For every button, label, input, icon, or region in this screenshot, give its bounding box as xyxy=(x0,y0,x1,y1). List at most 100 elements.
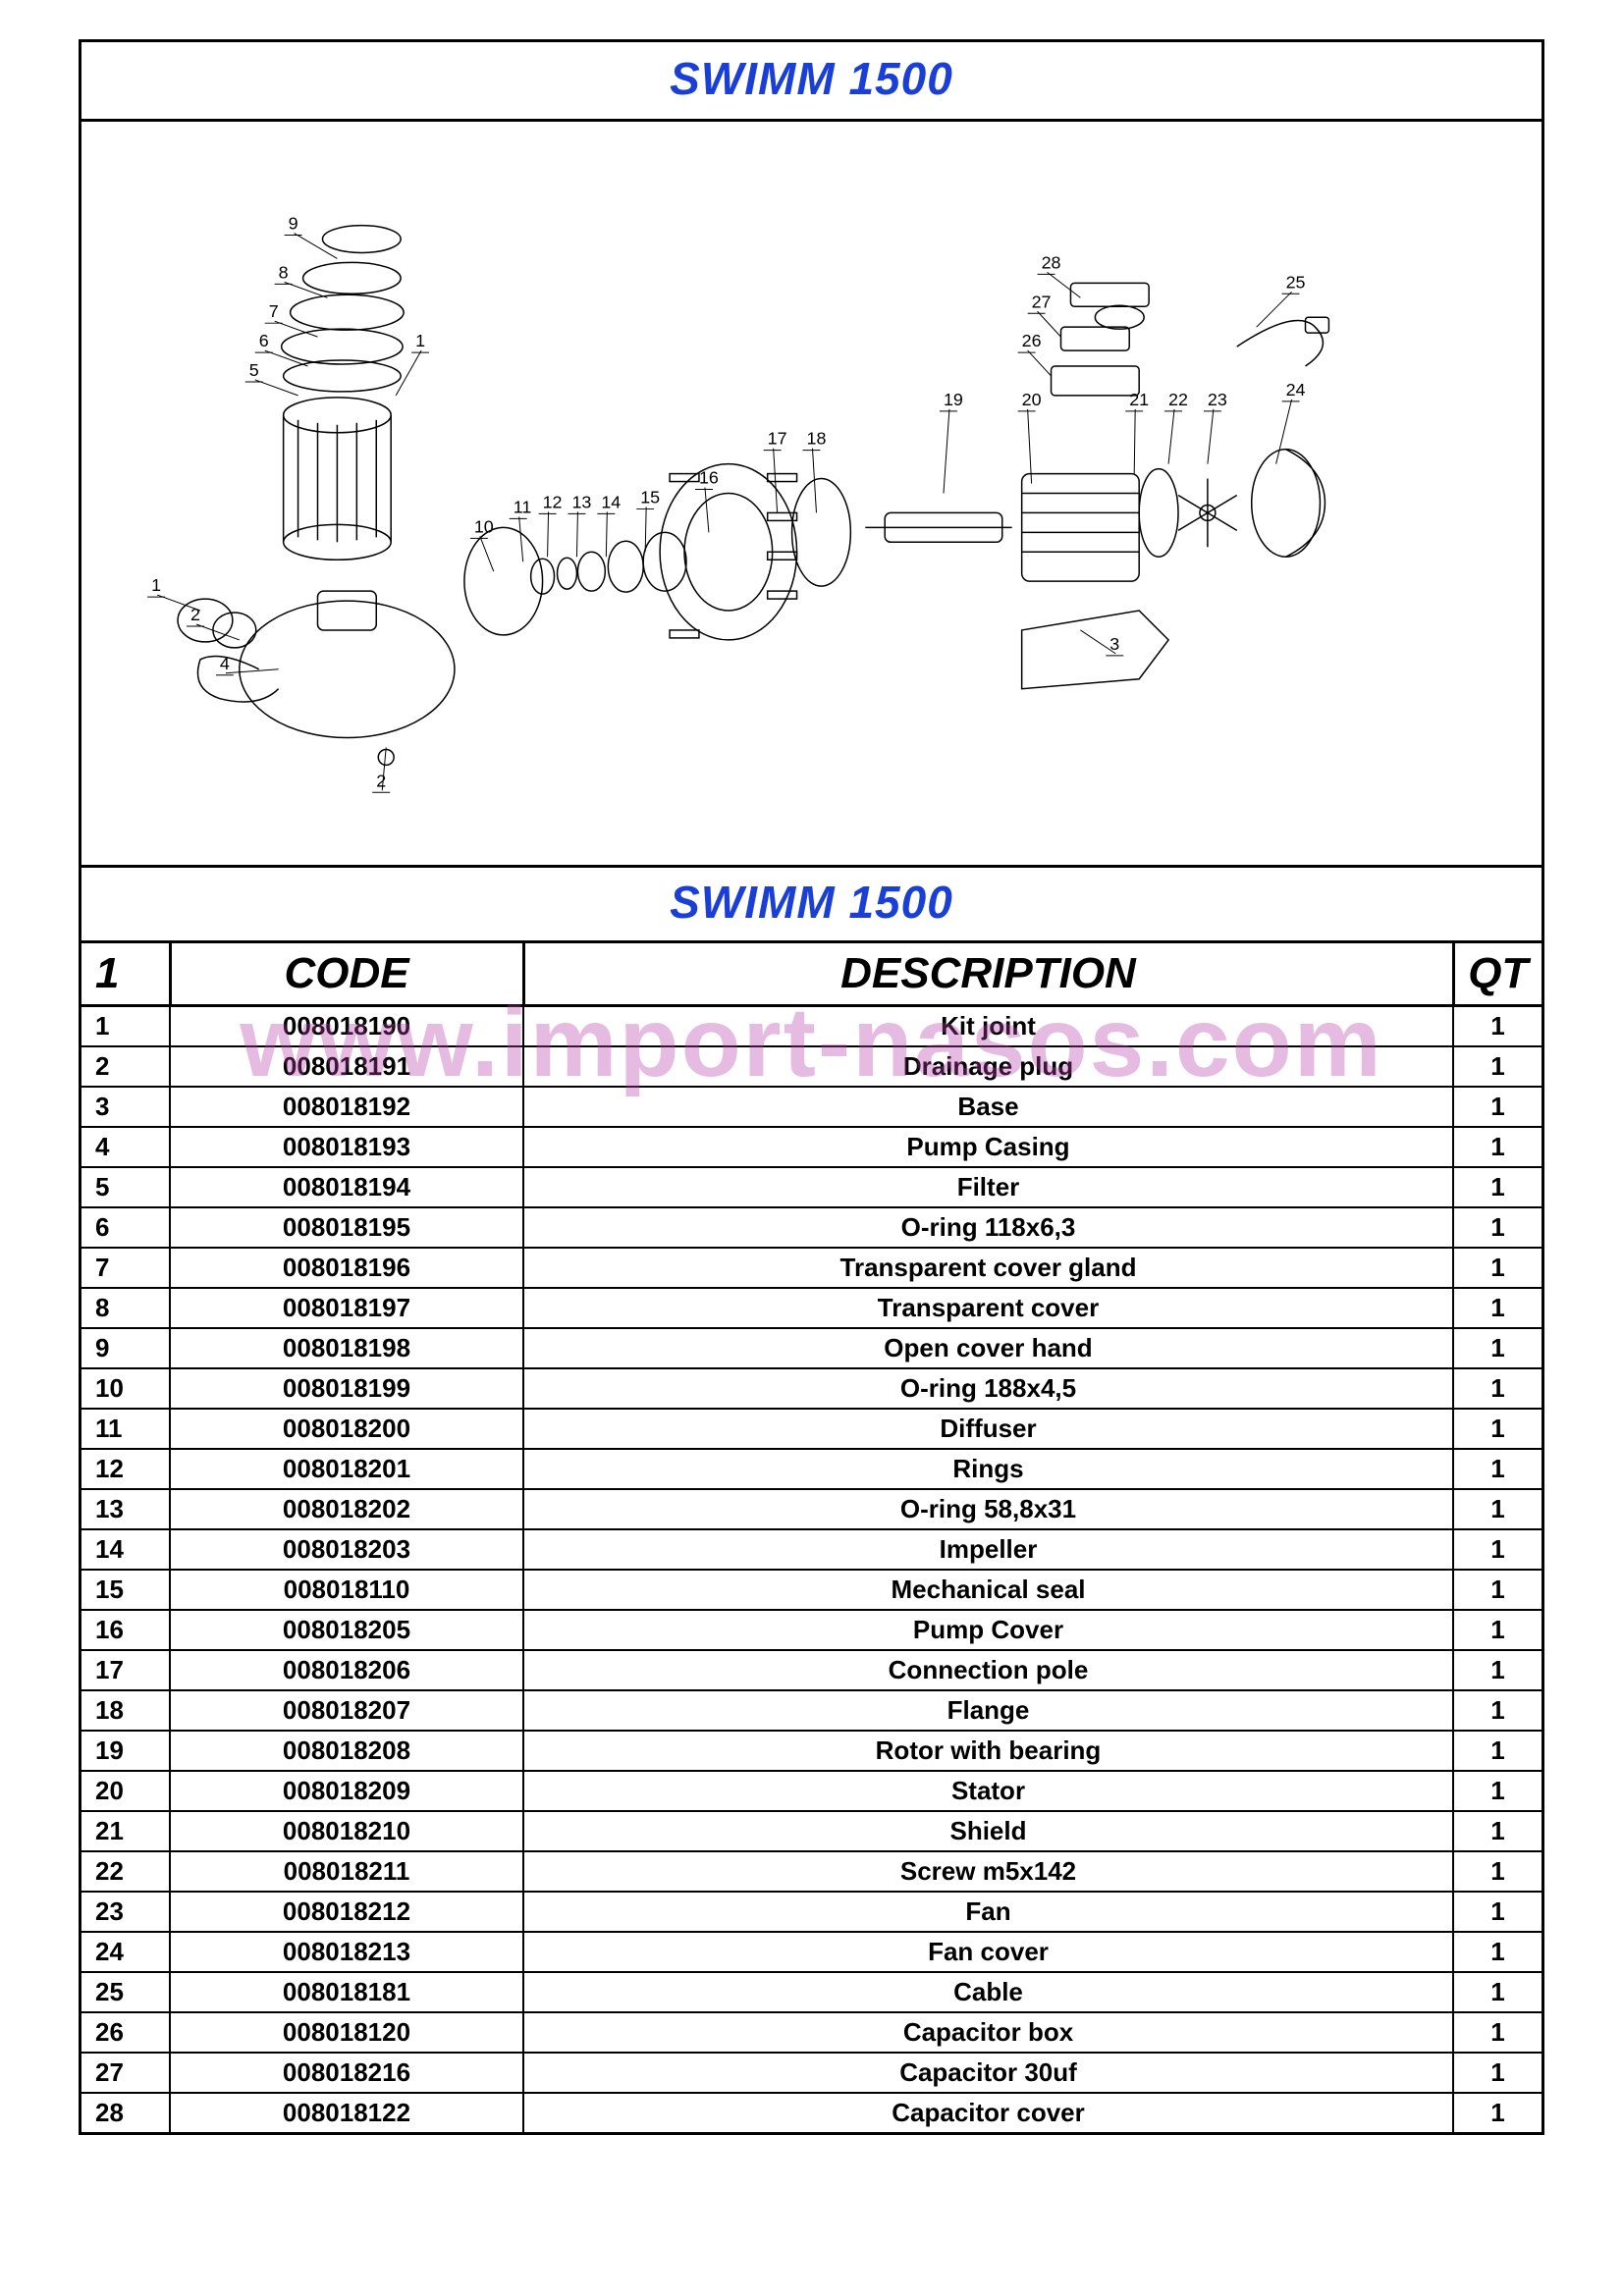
cell-number: 7 xyxy=(81,1248,170,1288)
cell-qt: 1 xyxy=(1453,1650,1542,1690)
cell-code: 008018216 xyxy=(170,2053,523,2093)
cell-desc: Rotor with bearing xyxy=(523,1731,1453,1771)
header-code: CODE xyxy=(170,943,523,1006)
cell-desc: Impeller xyxy=(523,1529,1453,1570)
table-row: 18008018207Flange1 xyxy=(81,1690,1542,1731)
callout-number: 1 xyxy=(415,331,425,350)
cell-number: 1 xyxy=(81,1006,170,1047)
cell-desc: Shield xyxy=(523,1811,1453,1851)
table-row: 21008018210Shield1 xyxy=(81,1811,1542,1851)
cell-code: 008018207 xyxy=(170,1690,523,1731)
cell-desc: Filter xyxy=(523,1167,1453,1207)
cell-qt: 1 xyxy=(1453,2053,1542,2093)
callout-number: 10 xyxy=(474,516,494,536)
cell-number: 27 xyxy=(81,2053,170,2093)
cell-qt: 1 xyxy=(1453,1248,1542,1288)
callout-number: 23 xyxy=(1208,390,1227,409)
callout-number: 22 xyxy=(1168,390,1188,409)
callout-number: 4 xyxy=(220,654,230,673)
exploded-diagram: 1214567891011121314151617181920212223242… xyxy=(81,122,1542,868)
cell-number: 5 xyxy=(81,1167,170,1207)
table-row: 8008018197Transparent cover1 xyxy=(81,1288,1542,1328)
cell-desc: Screw m5x142 xyxy=(523,1851,1453,1892)
cell-number: 21 xyxy=(81,1811,170,1851)
callout-number: 25 xyxy=(1286,272,1306,292)
cell-qt: 1 xyxy=(1453,1771,1542,1811)
cell-qt: 1 xyxy=(1453,1328,1542,1368)
cell-desc: O-ring 58,8x31 xyxy=(523,1489,1453,1529)
cell-number: 2 xyxy=(81,1046,170,1087)
table-row: 3008018192Base1 xyxy=(81,1087,1542,1127)
cell-desc: Cable xyxy=(523,1972,1453,2012)
cell-number: 23 xyxy=(81,1892,170,1932)
callout-number: 11 xyxy=(514,497,532,516)
cell-qt: 1 xyxy=(1453,1207,1542,1248)
cell-desc: Flange xyxy=(523,1690,1453,1731)
cell-desc: Capacitor box xyxy=(523,2012,1453,2053)
callout-number: 16 xyxy=(699,468,719,488)
cell-qt: 1 xyxy=(1453,1167,1542,1207)
callout-number: 13 xyxy=(571,492,591,511)
cell-desc: Capacitor cover xyxy=(523,2093,1453,2132)
cell-desc: Connection pole xyxy=(523,1650,1453,1690)
callout-number: 1 xyxy=(151,575,161,595)
cell-code: 008018193 xyxy=(170,1127,523,1167)
callout-number: 7 xyxy=(269,301,279,321)
cell-qt: 1 xyxy=(1453,1932,1542,1972)
header-qt: QT xyxy=(1453,943,1542,1006)
table-row: 14008018203Impeller1 xyxy=(81,1529,1542,1570)
cell-number: 26 xyxy=(81,2012,170,2053)
outer-frame: SWIMM 1500 xyxy=(79,39,1544,2135)
cell-desc: Fan xyxy=(523,1892,1453,1932)
table-row: 24008018213Fan cover1 xyxy=(81,1932,1542,1972)
cell-desc: Capacitor 30uf xyxy=(523,2053,1453,2093)
callout-number: 24 xyxy=(1286,380,1306,400)
callout-number: 12 xyxy=(543,492,563,511)
table-title: SWIMM 1500 xyxy=(670,877,953,928)
cell-qt: 1 xyxy=(1453,1851,1542,1892)
cell-number: 9 xyxy=(81,1328,170,1368)
callout-number: 2 xyxy=(376,771,386,790)
table-row: 5008018194Filter1 xyxy=(81,1167,1542,1207)
cell-code: 008018210 xyxy=(170,1811,523,1851)
cell-qt: 1 xyxy=(1453,1288,1542,1328)
cell-number: 15 xyxy=(81,1570,170,1610)
callout-number: 5 xyxy=(249,360,259,380)
callout-number: 18 xyxy=(807,429,827,449)
table-row: 10008018199O-ring 188x4,51 xyxy=(81,1368,1542,1409)
callout-number: 9 xyxy=(289,214,298,234)
cell-number: 14 xyxy=(81,1529,170,1570)
cell-number: 13 xyxy=(81,1489,170,1529)
cell-number: 19 xyxy=(81,1731,170,1771)
cell-desc: Pump Cover xyxy=(523,1610,1453,1650)
cell-qt: 1 xyxy=(1453,1811,1542,1851)
callout-number: 15 xyxy=(640,487,660,507)
cell-desc: Pump Casing xyxy=(523,1127,1453,1167)
callout-number: 14 xyxy=(601,492,621,511)
cell-qt: 1 xyxy=(1453,1449,1542,1489)
cell-code: 008018209 xyxy=(170,1771,523,1811)
cell-number: 22 xyxy=(81,1851,170,1892)
callout-number: 19 xyxy=(944,390,963,409)
table-row: 13008018202O-ring 58,8x311 xyxy=(81,1489,1542,1529)
cell-number: 18 xyxy=(81,1690,170,1731)
parts-table: 1 CODE DESCRIPTION QT 1008018190Kit join… xyxy=(81,943,1542,2132)
table-row: 9008018198Open cover hand1 xyxy=(81,1328,1542,1368)
table-row: 12008018201Rings1 xyxy=(81,1449,1542,1489)
cell-code: 008018122 xyxy=(170,2093,523,2132)
diagram-svg: 1214567891011121314151617181920212223242… xyxy=(81,122,1542,865)
cell-desc: Transparent cover xyxy=(523,1288,1453,1328)
table-row: 4008018193Pump Casing1 xyxy=(81,1127,1542,1167)
cell-desc: Mechanical seal xyxy=(523,1570,1453,1610)
cell-number: 24 xyxy=(81,1932,170,1972)
cell-number: 17 xyxy=(81,1650,170,1690)
cell-code: 008018120 xyxy=(170,2012,523,2053)
cell-desc: Diffuser xyxy=(523,1409,1453,1449)
cell-qt: 1 xyxy=(1453,1690,1542,1731)
table-row: 11008018200Diffuser1 xyxy=(81,1409,1542,1449)
cell-desc: Base xyxy=(523,1087,1453,1127)
table-row: 15008018110Mechanical seal1 xyxy=(81,1570,1542,1610)
cell-desc: O-ring 188x4,5 xyxy=(523,1368,1453,1409)
cell-code: 008018197 xyxy=(170,1288,523,1328)
cell-qt: 1 xyxy=(1453,1892,1542,1932)
